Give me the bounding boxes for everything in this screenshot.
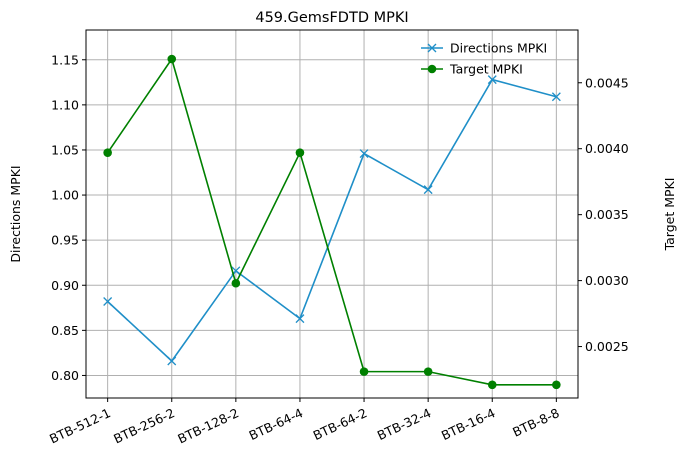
y-right-tick-label: 0.0035 xyxy=(585,207,629,222)
x-tick-label: BTB-128-2 xyxy=(175,405,241,446)
y-left-tick-label: 0.90 xyxy=(51,278,79,293)
y-left-tick-label: 0.80 xyxy=(51,368,79,383)
y-right-tick-label: 0.0045 xyxy=(585,75,629,90)
y-right-tick-label: 0.0030 xyxy=(585,273,629,288)
data-point-x-marker xyxy=(551,92,561,102)
x-tick-label: BTB-8-8 xyxy=(510,405,561,440)
legend-label: Target MPKI xyxy=(449,62,523,77)
series-line xyxy=(107,78,557,363)
data-point-circle-marker xyxy=(103,148,112,157)
data-point-circle-marker xyxy=(231,278,241,288)
data-point-circle-marker xyxy=(167,54,177,64)
chart-title: 459.GemsFDTD MPKI xyxy=(255,10,408,26)
x-tick-label: BTB-256-2 xyxy=(111,405,177,446)
data-point-x-marker xyxy=(295,314,305,324)
y-left-tick-label: 0.85 xyxy=(51,323,79,338)
y-left-tick-label: 1.05 xyxy=(51,142,79,157)
legend-x-marker xyxy=(427,43,437,53)
y-axis-right-label: Target MPKI xyxy=(662,178,677,252)
series-line xyxy=(106,57,557,386)
data-point-x-marker xyxy=(359,149,369,159)
data-point-circle-marker xyxy=(487,380,497,390)
series-1 xyxy=(103,75,561,366)
data-point-circle-marker xyxy=(295,148,305,157)
data-point-circle-marker xyxy=(423,367,433,376)
data-point-x-marker xyxy=(487,75,497,85)
y-right-tick-label: 0.0025 xyxy=(585,339,629,354)
data-point-circle-marker xyxy=(359,367,369,376)
data-point-x-marker xyxy=(103,297,113,306)
x-tick-label: BTB-32-4 xyxy=(375,405,434,443)
grid-lines xyxy=(86,30,578,398)
legend-circle-marker xyxy=(427,64,437,74)
y-right-tick-label: 0.0040 xyxy=(585,141,629,156)
x-tick-label: BTB-512-1 xyxy=(47,405,113,446)
x-tick-label: BTB-64-4 xyxy=(247,405,306,443)
series-2 xyxy=(103,54,561,390)
x-tick-label: BTB-64-2 xyxy=(311,405,370,443)
y-axis-left-label: Directions MPKI xyxy=(8,165,23,262)
y-left-tick-label: 0.95 xyxy=(51,233,79,248)
y-left-tick-label: 1.10 xyxy=(51,97,79,112)
data-point-circle-marker xyxy=(552,380,561,390)
plot-frame xyxy=(85,29,579,399)
x-tick-label: BTB-16-4 xyxy=(439,405,498,443)
legend: Directions MPKI Target MPKI xyxy=(421,41,547,77)
legend-label: Directions MPKI xyxy=(450,41,547,56)
y-left-tick-label: 1.00 xyxy=(51,188,79,203)
data-point-x-marker xyxy=(167,356,177,366)
data-point-x-marker xyxy=(423,185,433,195)
y-left-tick-label: 1.15 xyxy=(51,52,79,67)
